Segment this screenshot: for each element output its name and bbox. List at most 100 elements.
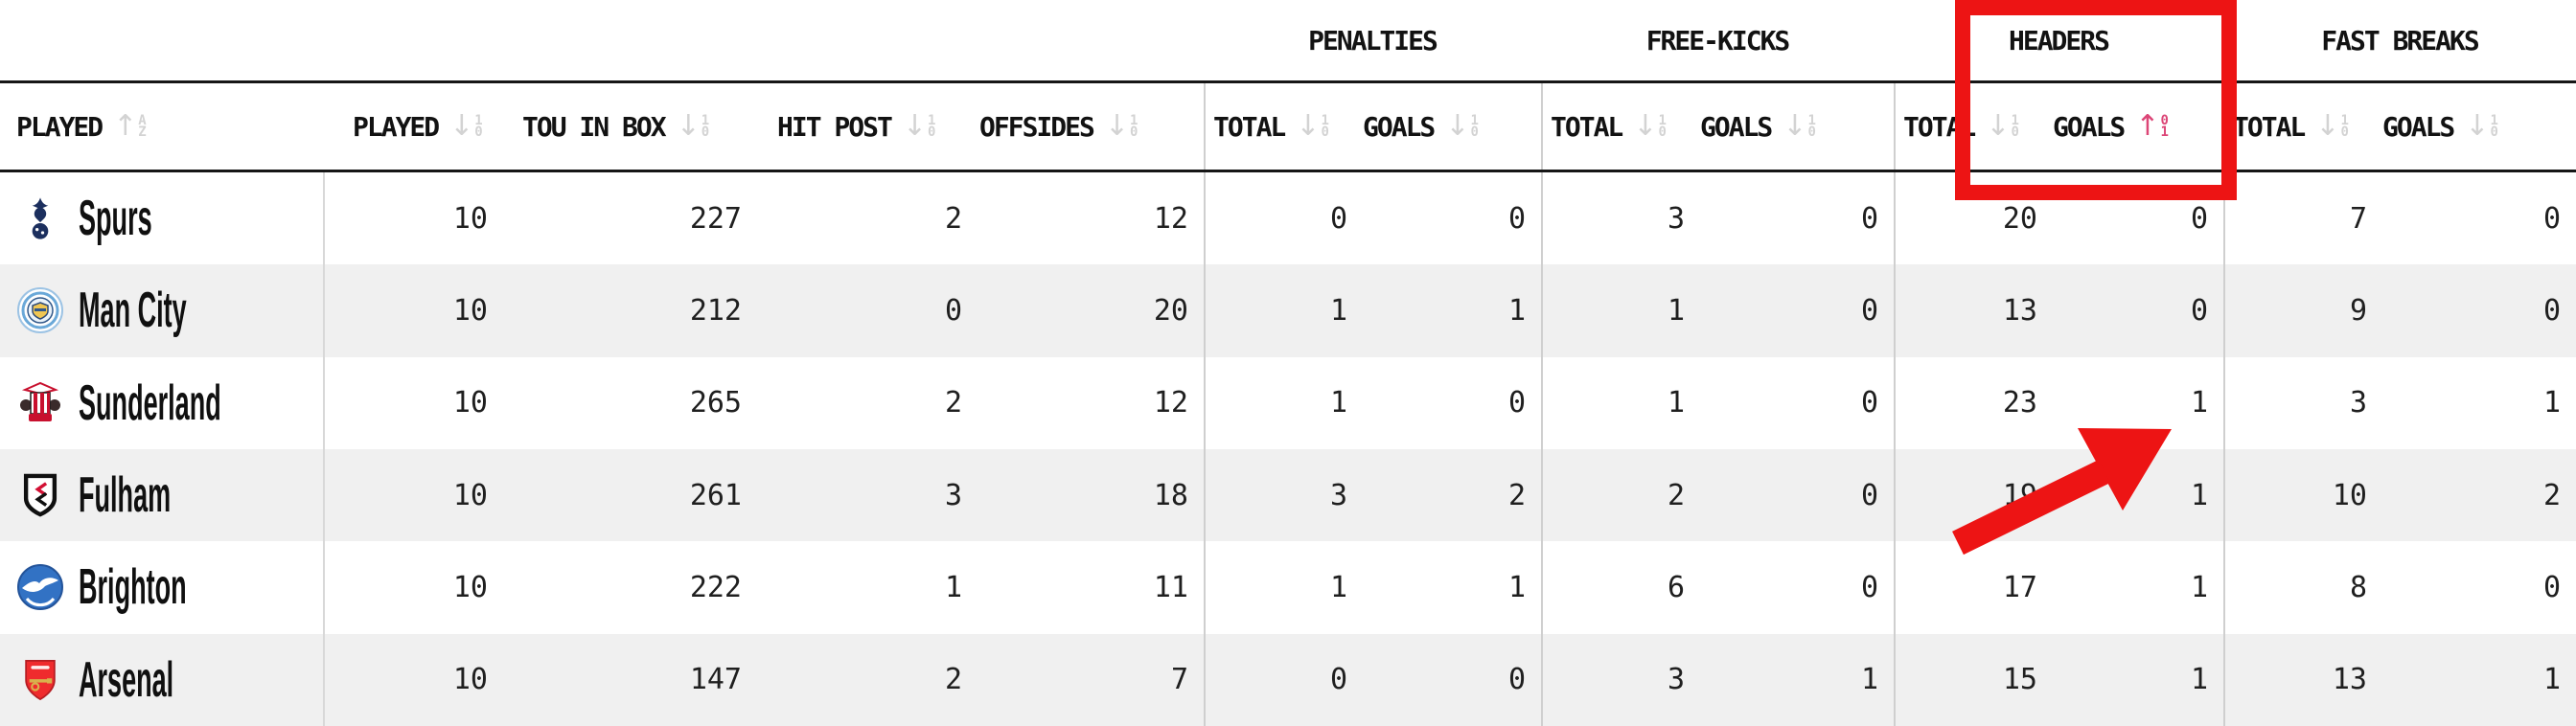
cell-hit-post: 2 <box>757 172 978 264</box>
col-header-label: TOU IN BOX <box>522 110 667 143</box>
sort-char-bottom: 0 <box>1807 125 1816 140</box>
sort-arrow: ↓ <box>1782 109 1807 143</box>
cell-free-kicks-total: 1 <box>1541 264 1700 357</box>
cell-value: 0 <box>1860 478 1878 512</box>
cell-value: 212 <box>689 293 742 328</box>
sort-char-bottom: 0 <box>1658 125 1667 140</box>
cell-value: 3 <box>2349 386 2367 420</box>
cell-offsides: 20 <box>978 264 1204 356</box>
team-name: Sunderland <box>79 374 221 431</box>
cell-value: 0 <box>2190 201 2208 236</box>
cell-value: 0 <box>1860 293 1878 328</box>
cell-value: 2 <box>1667 478 1685 512</box>
cell-value: 1 <box>1507 293 1526 328</box>
cell-value: 261 <box>689 478 742 512</box>
cell-free-kicks-goals: 0 <box>1700 541 1894 633</box>
brighton-logo-icon <box>17 562 63 612</box>
sunderland-logo-icon <box>17 378 63 428</box>
cell-headers-goals: 1 <box>2053 449 2223 541</box>
cell-team: Spurs <box>0 172 323 264</box>
table-row: Arsenal 10 147 2 7 0 0 3 1 15 1 13 1 <box>0 633 2576 726</box>
cell-value: 0 <box>1860 570 1878 604</box>
team-name: Man City <box>79 283 187 339</box>
cell-value: 2 <box>2542 478 2561 512</box>
cell-played: 10 <box>323 633 503 726</box>
sort-arrow: ↓ <box>1633 109 1658 143</box>
cell-penalties-goals: 0 <box>1363 357 1541 449</box>
cell-fast-breaks-total: 9 <box>2223 264 2382 357</box>
sort-char-top: 0 <box>2160 113 2169 128</box>
cell-value: 1 <box>1860 663 1878 697</box>
table-row: Man City 10 212 0 20 1 1 1 0 13 0 9 0 <box>0 264 2576 357</box>
sort-char-bottom: 0 <box>2011 125 2019 140</box>
cell-penalties-goals: 1 <box>1363 264 1541 356</box>
cell-fast-breaks-goals: 0 <box>2382 264 2576 356</box>
cell-value: 10 <box>452 478 488 512</box>
cell-value: 1 <box>1329 293 1347 328</box>
group-header-fast-breaks: FAST BREAKS <box>2321 24 2479 57</box>
table-row: Spurs 10 227 2 12 0 0 3 0 20 0 7 0 <box>0 172 2576 265</box>
cell-headers-goals: 0 <box>2053 172 2223 264</box>
cell-value: 8 <box>2349 570 2367 604</box>
sort-char-bottom: 0 <box>928 125 936 140</box>
cell-tou-in-box: 147 <box>503 634 757 726</box>
cell-value: 1 <box>1507 570 1526 604</box>
cell-value: 1 <box>2190 386 2208 420</box>
cell-headers-goals: 1 <box>2053 357 2223 449</box>
cell-headers-goals: 1 <box>2053 634 2223 726</box>
sort-char-top: 1 <box>928 113 936 128</box>
cell-hit-post: 2 <box>757 357 978 449</box>
cell-hit-post: 3 <box>757 449 978 541</box>
cell-value: 0 <box>1507 663 1526 697</box>
cell-free-kicks-total: 1 <box>1541 356 1700 449</box>
col-header-label: GOALS <box>2053 110 2126 143</box>
cell-value: 20 <box>2002 201 2037 236</box>
cell-value: 1 <box>2542 663 2561 697</box>
cell-free-kicks-total: 3 <box>1541 172 1700 265</box>
cell-offsides: 7 <box>978 634 1204 726</box>
cell-tou-in-box: 261 <box>503 449 757 541</box>
cell-value: 1 <box>2190 478 2208 512</box>
cell-free-kicks-total: 6 <box>1541 541 1700 634</box>
cell-headers-goals: 1 <box>2053 541 2223 633</box>
cell-value: 12 <box>1153 386 1188 420</box>
sort-char-top: 1 <box>1470 113 1479 128</box>
cell-value: 1 <box>944 570 962 604</box>
sort-char-top: 1 <box>1321 113 1329 128</box>
cell-value: 23 <box>2002 386 2037 420</box>
sort-char-top: 1 <box>2340 113 2349 128</box>
cell-penalties-goals: 0 <box>1363 172 1541 264</box>
cell-value: 1 <box>2542 386 2561 420</box>
cell-value: 147 <box>689 663 742 697</box>
